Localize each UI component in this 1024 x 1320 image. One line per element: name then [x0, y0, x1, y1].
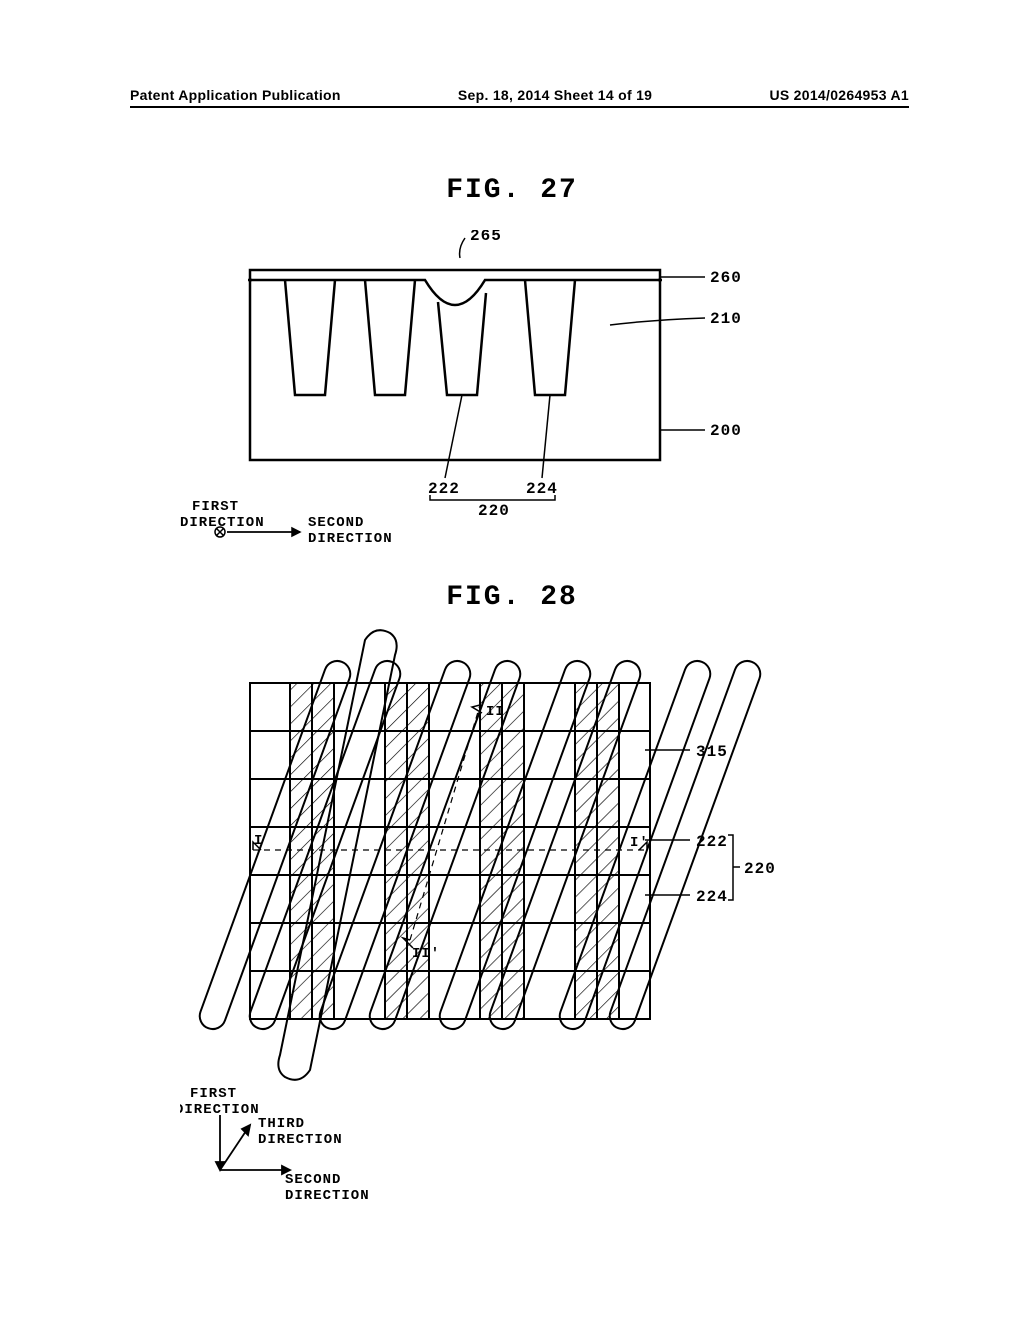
label-260: 260	[710, 269, 742, 287]
label-i: I	[254, 833, 263, 849]
header-center: Sep. 18, 2014 Sheet 14 of 19	[458, 87, 652, 103]
label-second-b: SECOND	[285, 1172, 341, 1188]
label-second: SECOND	[308, 515, 364, 531]
label-direction2: DIRECTION	[308, 531, 393, 547]
label-224b: 224	[696, 888, 728, 906]
label-210: 210	[710, 310, 742, 328]
label-222b: 222	[696, 833, 728, 851]
figure-28-diagram: II I I' II' 315 222 220 224	[180, 625, 840, 1215]
page-header: Patent Application Publication Sep. 18, …	[0, 87, 1024, 108]
label-220: 220	[478, 502, 510, 520]
label-first: FIRST	[192, 499, 239, 515]
header-right: US 2014/0264953 A1	[769, 87, 909, 103]
label-direction-b2: DIRECTION	[258, 1132, 343, 1148]
label-direction-b3: DIRECTION	[285, 1188, 370, 1204]
label-315: 315	[696, 743, 728, 761]
header-left: Patent Application Publication	[130, 87, 341, 103]
header-rule	[130, 106, 909, 108]
figure-27-diagram: 265 260 210 200 222 224 220 FIRST DIRECT…	[180, 230, 840, 550]
label-iprime: I'	[630, 835, 649, 851]
figure-27-title: FIG. 27	[446, 175, 578, 206]
label-third: THIRD	[258, 1116, 305, 1132]
label-direction-b1: DIRECTION	[180, 1102, 260, 1118]
label-iiprime: II'	[412, 946, 440, 962]
label-265: 265	[470, 230, 502, 245]
label-224: 224	[526, 480, 558, 498]
label-first-b: FIRST	[190, 1086, 237, 1102]
figure-28-title: FIG. 28	[446, 582, 578, 613]
label-200: 200	[710, 422, 742, 440]
label-ii: II	[486, 704, 505, 720]
label-222: 222	[428, 480, 460, 498]
label-220b: 220	[744, 860, 776, 878]
label-direction1: DIRECTION	[180, 515, 265, 531]
